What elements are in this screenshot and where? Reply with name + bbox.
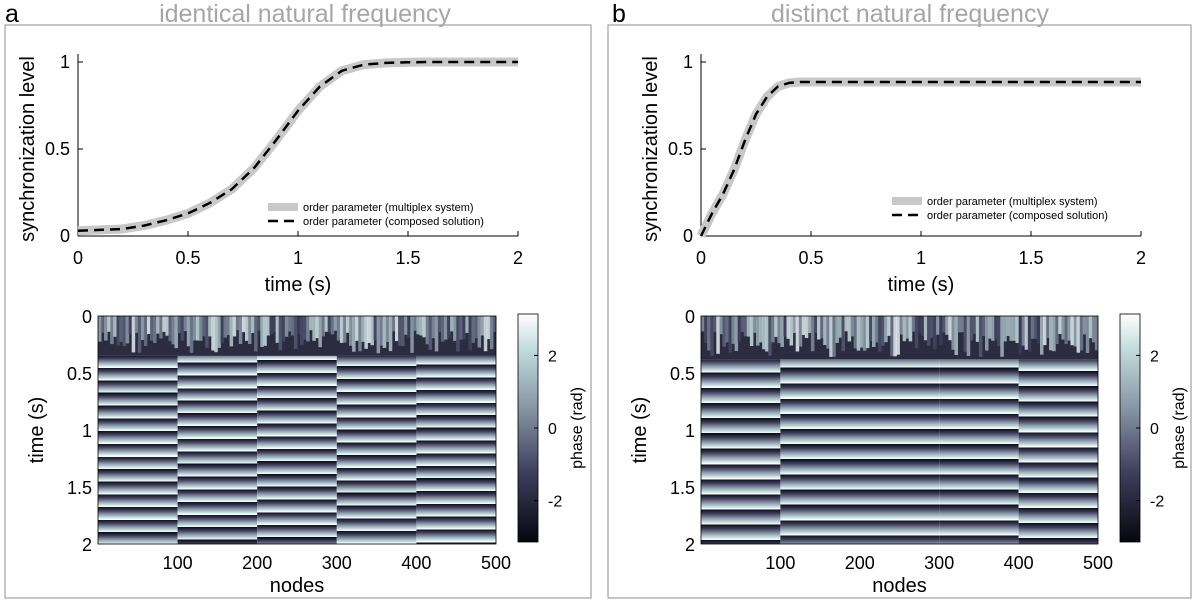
colorbar-tick-label: 2 [1150, 348, 1159, 365]
heat-y-tick-label: 0.5 [670, 364, 695, 384]
panel-b: b distinct natural frequency 0 0.5 1 1.5 200… [607, 0, 1192, 599]
heatmap-frame [97, 315, 497, 545]
legend-label: order parameter (composed solution) [303, 216, 484, 228]
heatmap-group-band [939, 359, 1019, 544]
colorbar: 2 0 -2 phase (rad) [1119, 313, 1188, 543]
y-tick-label: 0 [683, 226, 693, 246]
y-tick-label: 1 [60, 52, 70, 72]
heat-x-tick-label: 100 [163, 553, 193, 573]
legend-label: order parameter (composed solution) [927, 210, 1108, 222]
colorbar-tick-label: -2 [1150, 494, 1164, 511]
x-tick-label: 1.5 [1018, 248, 1043, 268]
line-chart-b: 0 0.5 1 1.5 2 0 0.5 1 time (s) synchronization le… [640, 52, 1146, 296]
y-tick-label: 0.5 [668, 139, 693, 159]
series-line-composed [77, 60, 518, 233]
heat-y-tick-label: 0.5 [67, 364, 92, 384]
panel-b-title: distinct natural frequency [771, 0, 1049, 28]
heat-y-tick-label: 1.5 [670, 478, 695, 498]
colorbar: 2 0 -2 phase (rad) [517, 313, 586, 543]
heatmap-group-band [416, 355, 496, 544]
heat-y-tick-label: 0 [82, 307, 92, 327]
y-tick-label: 1 [683, 52, 693, 72]
legend: order parameter (multiplex system) order … [892, 196, 1108, 222]
heatmap-group-band [336, 355, 417, 544]
heat-x-tick-label: 200 [242, 553, 272, 573]
line-chart-a: 0 0.5 1 1.5 2 0 0.5 1 time (s) synchronization le… [17, 52, 523, 296]
panel-a-title: identical natural frequency [159, 0, 451, 28]
heatmap-transient [98, 316, 497, 356]
heat-x-axis-label: nodes [872, 575, 927, 597]
heatmap-b: 100 200 300 400 500 0 0.5 1 1.5 2 nodes time (s) 2 0 -… [629, 307, 1188, 597]
heatmap-group-band [177, 355, 258, 544]
colorbar-tick-label: 0 [548, 421, 557, 438]
heat-y-tick-label: 0 [685, 307, 695, 327]
legend-label: order parameter (multiplex system) [303, 202, 474, 214]
heat-y-tick-label: 1.5 [67, 478, 92, 498]
panel-a-letter: a [5, 0, 19, 28]
heatmap-group-band [1018, 359, 1098, 544]
x-tick-label: 0.5 [175, 248, 200, 268]
x-axis-label: time (s) [265, 274, 332, 296]
x-tick-label: 1.5 [395, 248, 420, 268]
heatmap-frame [700, 315, 1099, 545]
colorbar-tick-label: 2 [548, 348, 557, 365]
heatmap-a: 100 200 300 400 500 0 0.5 1 1.5 2 nodes time (s) 2 0 -… [26, 307, 586, 597]
heat-x-tick-label: 300 [924, 553, 954, 573]
x-tick-label: 0.5 [798, 248, 823, 268]
x-tick-label: 0 [73, 248, 83, 268]
heatmap-group-band [780, 359, 940, 544]
heat-x-tick-label: 100 [765, 553, 795, 573]
heat-y-tick-label: 2 [82, 535, 92, 555]
x-tick-label: 2 [1136, 248, 1146, 268]
x-tick-label: 1 [916, 248, 926, 268]
panel-b-letter: b [612, 0, 626, 28]
panel-a: a identical natural frequency 0 0.5 1 1.5 20… [4, 0, 592, 599]
heat-x-axis-label: nodes [270, 575, 325, 597]
x-tick-label: 0 [696, 248, 706, 268]
y-tick-label: 0.5 [45, 139, 70, 159]
y-axis-label: synchronization level [640, 56, 662, 242]
heat-x-tick-label: 300 [322, 553, 352, 573]
colorbar-label: phase (rad) [1171, 387, 1188, 469]
x-axis-label: time (s) [888, 274, 955, 296]
heatmap-group-band [257, 355, 337, 544]
x-tick-label: 2 [513, 248, 523, 268]
colorbar-label: phase (rad) [569, 387, 586, 469]
heat-x-tick-label: 500 [481, 553, 511, 573]
x-tick-label: 1 [293, 248, 303, 268]
heatmap-transient [701, 316, 1099, 360]
heat-x-tick-label: 500 [1083, 553, 1113, 573]
legend: order parameter (multiplex system) order … [268, 202, 484, 228]
legend-label: order parameter (multiplex system) [927, 196, 1098, 208]
heat-y-axis-label: time (s) [629, 397, 651, 464]
heat-x-tick-label: 400 [1004, 553, 1034, 573]
heat-y-tick-label: 2 [685, 535, 695, 555]
heat-y-axis-label: time (s) [26, 397, 48, 464]
heat-x-tick-label: 200 [845, 553, 875, 573]
colorbar-tick-label: -2 [548, 494, 562, 511]
y-axis-label: synchronization level [17, 56, 39, 242]
heat-x-tick-label: 400 [401, 553, 431, 573]
y-tick-label: 0 [60, 226, 70, 246]
heatmap-group-band [98, 355, 178, 544]
heat-y-tick-label: 1 [82, 421, 92, 441]
heatmap-group-band [701, 359, 781, 544]
series-line-composed [699, 80, 1141, 237]
colorbar-tick-label: 0 [1150, 421, 1159, 438]
heat-y-tick-label: 1 [685, 421, 695, 441]
